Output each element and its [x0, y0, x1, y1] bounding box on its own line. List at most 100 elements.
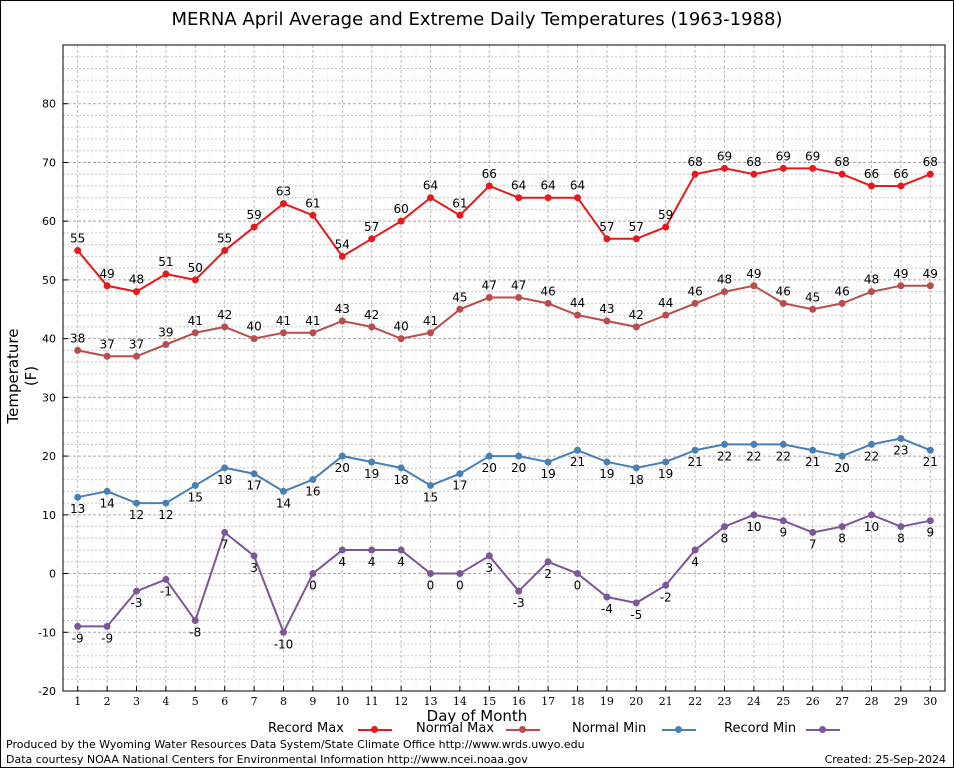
data-label-normal-min: 23	[893, 443, 908, 457]
data-point-record-max	[897, 182, 905, 190]
data-point-normal-max	[662, 311, 670, 319]
data-point-normal-max	[485, 294, 493, 302]
x-tick-label: 16	[512, 695, 526, 708]
data-label-normal-max: 49	[746, 267, 761, 281]
x-tick-label: 11	[365, 695, 379, 708]
data-point-normal-min	[779, 440, 787, 448]
x-tick-label: 8	[280, 695, 287, 708]
data-point-normal-min	[750, 440, 758, 448]
data-point-record-min	[897, 523, 905, 531]
data-point-normal-max	[691, 299, 699, 307]
data-label-normal-min: 17	[452, 479, 467, 493]
data-point-record-min	[221, 528, 229, 536]
data-point-record-max	[397, 217, 405, 225]
data-label-normal-min: 22	[864, 449, 879, 463]
x-tick-label: 23	[718, 695, 732, 708]
data-label-normal-max: 42	[629, 308, 644, 322]
data-point-record-min	[427, 570, 434, 578]
data-label-record-min: 4	[397, 555, 405, 569]
data-label-normal-max: 49	[893, 267, 908, 281]
data-point-record-max	[133, 288, 140, 296]
x-tick-label: 10	[335, 695, 349, 708]
data-point-normal-max	[162, 341, 170, 349]
data-point-record-min	[368, 546, 376, 554]
data-label-normal-max: 47	[511, 279, 526, 293]
data-point-normal-max	[574, 311, 581, 319]
data-label-record-max: 69	[805, 149, 820, 163]
data-point-record-min	[750, 511, 758, 519]
data-point-normal-min	[809, 446, 817, 454]
data-point-normal-min	[603, 458, 611, 466]
data-label-normal-min: 14	[99, 496, 114, 510]
data-label-normal-min: 21	[805, 455, 820, 469]
data-point-record-max	[309, 211, 317, 219]
data-label-normal-min: 18	[393, 473, 408, 487]
data-label-record-max: 66	[864, 167, 879, 181]
data-point-normal-max	[544, 299, 552, 307]
data-point-normal-min	[280, 487, 287, 495]
data-label-record-min: -1	[160, 584, 172, 598]
data-point-record-min	[838, 523, 846, 531]
data-point-record-max	[574, 194, 581, 202]
data-label-record-min: -10	[274, 637, 294, 651]
data-point-record-max	[162, 270, 170, 278]
legend-label: Record Max	[268, 721, 344, 736]
data-point-record-min	[485, 552, 493, 560]
y-tick-label: 70	[42, 156, 56, 169]
data-label-record-min: 0	[427, 579, 435, 593]
data-point-record-min	[809, 528, 817, 536]
data-label-normal-min: 19	[540, 467, 555, 481]
data-label-normal-min: 20	[335, 461, 350, 475]
data-label-record-max: 64	[570, 179, 585, 193]
data-label-normal-max: 48	[864, 273, 879, 287]
legend-label: Normal Max	[416, 721, 495, 736]
data-label-normal-max: 44	[658, 296, 673, 310]
data-label-normal-min: 19	[658, 467, 673, 481]
data-label-record-max: 57	[629, 220, 644, 234]
data-label-record-max: 68	[923, 155, 938, 169]
data-label-normal-max: 46	[776, 284, 791, 298]
y-tick-label: -20	[38, 685, 56, 698]
data-label-normal-max: 48	[717, 273, 732, 287]
data-point-normal-max	[897, 282, 905, 290]
y-tick-label: 40	[42, 333, 56, 346]
data-point-normal-min	[691, 446, 699, 454]
data-label-record-min: -3	[131, 596, 143, 610]
data-point-record-min	[338, 546, 346, 554]
data-label-record-min: 9	[779, 526, 787, 540]
data-label-record-max: 57	[364, 220, 379, 234]
data-point-record-min	[779, 517, 787, 525]
x-tick-label: 27	[835, 695, 849, 708]
x-tick-label: 2	[104, 695, 111, 708]
data-label-normal-min: 12	[129, 508, 144, 522]
plot-background	[63, 45, 945, 691]
data-point-record-max	[809, 164, 817, 172]
data-point-normal-min	[838, 452, 846, 460]
x-tick-label: 5	[192, 695, 199, 708]
data-label-normal-min: 20	[482, 461, 497, 475]
x-tick-label: 24	[747, 695, 761, 708]
data-point-normal-max	[868, 288, 875, 296]
data-point-record-min	[574, 570, 581, 578]
data-point-normal-min	[515, 452, 523, 460]
y-tick-label: -10	[38, 626, 56, 639]
axes-box	[62, 44, 946, 692]
data-label-normal-max: 45	[452, 290, 467, 304]
data-label-record-max: 55	[70, 232, 85, 246]
data-point-record-min	[721, 523, 728, 531]
data-point-record-max	[838, 170, 846, 178]
x-tick-label: 6	[221, 695, 228, 708]
data-point-record-min	[191, 617, 199, 625]
y-tick-label: 10	[42, 509, 56, 522]
legend: Record Max Normal Max Normal Min Record …	[0, 720, 954, 740]
data-label-record-max: 51	[158, 255, 173, 269]
data-label-record-min: 7	[809, 537, 817, 551]
data-point-record-min	[603, 593, 611, 601]
y-tick-label: 50	[42, 274, 56, 287]
data-label-normal-max: 37	[129, 337, 144, 351]
data-label-normal-max: 42	[364, 308, 379, 322]
data-label-normal-min: 17	[246, 479, 261, 493]
data-point-record-min	[309, 570, 317, 578]
data-point-normal-min	[103, 487, 111, 495]
